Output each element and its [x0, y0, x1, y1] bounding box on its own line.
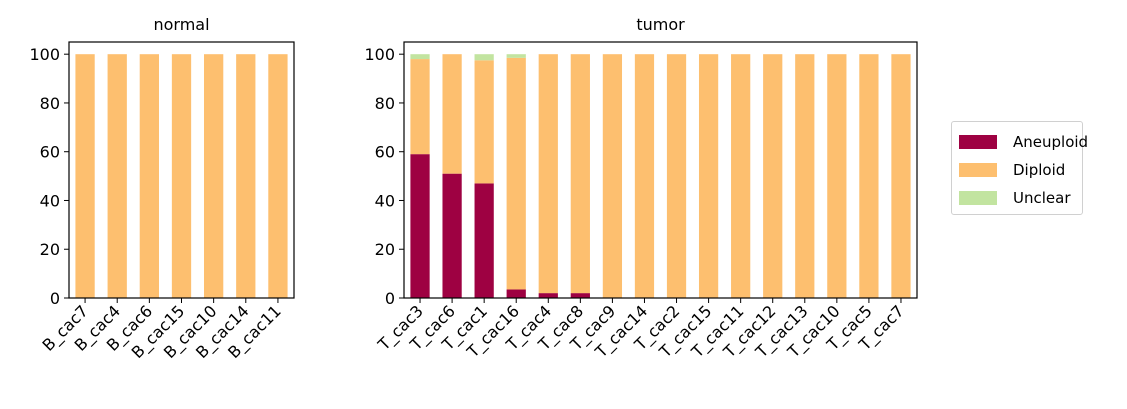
bar-tumor-T_cac6-diploid: [442, 54, 462, 174]
bar-tumor-T_cac8-aneuploid: [570, 293, 590, 298]
legend-item-aneuploid: Aneuploid: [959, 132, 1088, 152]
bar-tumor-T_cac13-diploid: [795, 54, 815, 298]
bar-tumor-T_cac14-diploid: [634, 54, 655, 298]
bar-normal-B_cac11-diploid: [268, 54, 288, 298]
plot-frame-normal: [68, 41, 295, 299]
legend-label-diploid: Diploid: [1013, 161, 1066, 179]
chart-title-normal: normal: [153, 15, 209, 34]
bar-tumor-T_cac16-aneuploid: [506, 289, 526, 298]
bar-tumor-T_cac1-unclear: [474, 54, 494, 61]
chart-title-tumor: tumor: [636, 15, 685, 34]
bar-tumor-T_cac12-diploid: [763, 54, 783, 298]
bar-tumor-T_cac10-diploid: [827, 54, 847, 298]
y-tick-label-normal-100: 100: [29, 45, 60, 64]
bar-tumor-T_cac3-diploid: [410, 59, 430, 155]
bar-tumor-T_cac3-aneuploid: [410, 154, 430, 298]
legend-label-unclear: Unclear: [1013, 189, 1071, 207]
bar-tumor-T_cac6-aneuploid: [442, 173, 462, 298]
y-tick-label-normal-80: 80: [40, 94, 60, 113]
legend-item-diploid: Diploid: [959, 160, 1065, 180]
bar-tumor-T_cac7-diploid: [891, 54, 911, 298]
bar-tumor-T_cac3-unclear: [410, 54, 430, 60]
y-tick-label-tumor-0: 0: [385, 289, 395, 308]
bar-tumor-T_cac15-diploid: [698, 54, 719, 298]
y-tick-label-normal-20: 20: [40, 240, 60, 259]
legend-swatch-unclear: [959, 191, 997, 205]
bar-tumor-T_cac2-diploid: [666, 54, 687, 298]
bar-tumor-T_cac9-diploid: [602, 54, 623, 298]
bar-tumor-T_cac1-aneuploid: [474, 183, 494, 298]
bar-normal-B_cac14-diploid: [236, 54, 256, 298]
legend-swatch-aneuploid: [959, 135, 997, 149]
bar-tumor-T_cac11-diploid: [731, 54, 751, 298]
y-tick-label-tumor-60: 60: [375, 143, 395, 162]
y-tick-label-normal-0: 0: [50, 289, 60, 308]
bar-tumor-T_cac4-diploid: [538, 54, 558, 294]
y-tick-label-tumor-80: 80: [375, 94, 395, 113]
bar-normal-B_cac15-diploid: [171, 54, 192, 298]
legend-item-unclear: Unclear: [959, 188, 1071, 208]
bar-tumor-T_cac8-diploid: [570, 54, 590, 294]
bar-normal-B_cac10-diploid: [204, 54, 224, 298]
bar-normal-B_cac4-diploid: [107, 54, 127, 298]
legend: Aneuploid Diploid Unclear: [951, 121, 1088, 215]
bar-tumor-T_cac4-aneuploid: [538, 293, 558, 298]
bar-normal-B_cac7-diploid: [75, 54, 95, 298]
legend-swatch-diploid: [959, 163, 997, 177]
y-tick-label-normal-40: 40: [40, 191, 60, 210]
bar-normal-B_cac6-diploid: [139, 54, 159, 298]
legend-label-aneuploid: Aneuploid: [1013, 133, 1089, 151]
y-tick-label-tumor-40: 40: [375, 191, 395, 210]
bar-tumor-T_cac5-diploid: [859, 54, 879, 298]
bar-tumor-T_cac16-unclear: [506, 54, 526, 58]
y-tick-label-tumor-20: 20: [375, 240, 395, 259]
y-tick-label-tumor-100: 100: [364, 45, 395, 64]
y-tick-label-normal-60: 60: [40, 143, 60, 162]
bar-tumor-T_cac16-diploid: [506, 57, 526, 290]
plot-frame-tumor: [403, 41, 918, 299]
bar-tumor-T_cac1-diploid: [474, 60, 494, 184]
